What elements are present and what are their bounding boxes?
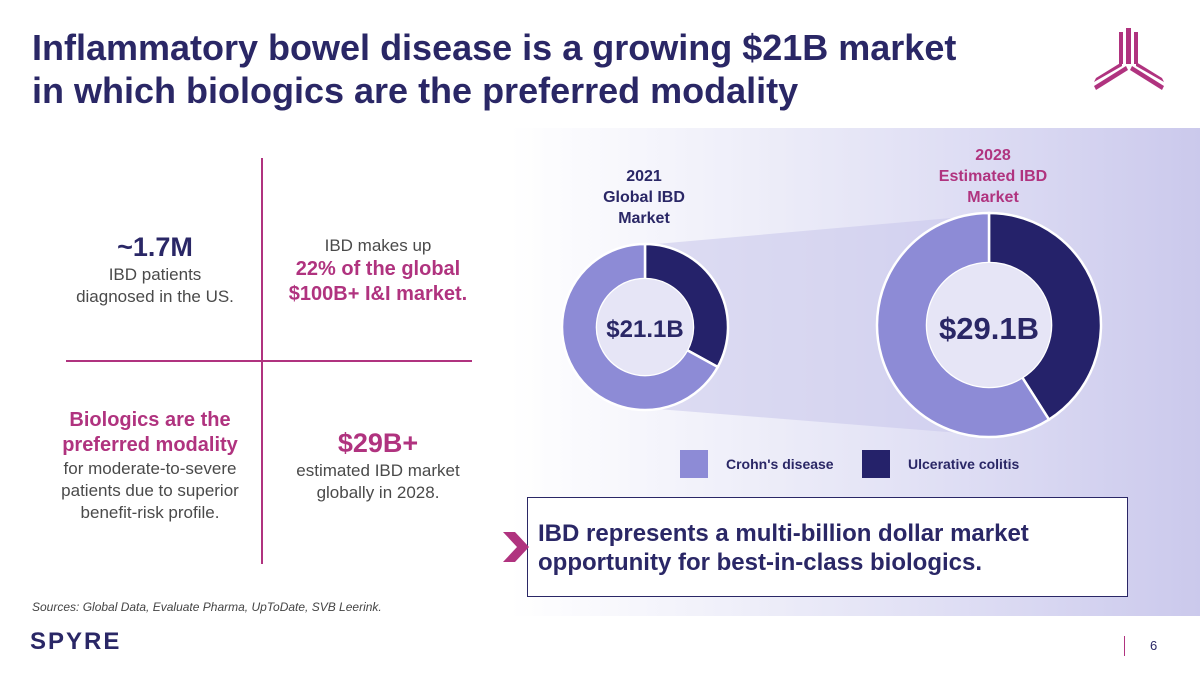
chart-2028-title-line3: Market [967, 189, 1019, 206]
stat-patients: ~1.7M IBD patients diagnosed in the US. [40, 230, 270, 308]
quadrant-divider-horizontal [66, 360, 472, 362]
legend-uc-swatch [862, 450, 890, 478]
chart-2021-title-line2: Global IBD [603, 189, 685, 206]
stat-patients-value: ~1.7M [117, 232, 193, 262]
stat-2028-market-line2: globally in 2028. [316, 483, 440, 502]
stat-biologics-line3: benefit-risk profile. [80, 503, 220, 522]
donut-chart-2028 [875, 211, 1103, 439]
sources-note: Sources: Global Data, Evaluate Pharma, U… [32, 600, 382, 614]
brand-logo: SPYRE [30, 628, 122, 655]
donut-2021-hole [597, 279, 693, 375]
donut-2028-hole [927, 263, 1051, 387]
title-line-2: in which biologics are the preferred mod… [32, 70, 799, 111]
stat-biologics-em1: Biologics are the [69, 409, 231, 431]
stat-2028-market-value: $29B+ [337, 428, 419, 458]
stat-patients-line1: IBD patients [108, 265, 202, 284]
page-title: Inflammatory bowel disease is a growing … [32, 26, 1042, 112]
legend-crohns-label: Crohn's disease [726, 456, 834, 472]
callout-text: IBD represents a multi-billion dollar ma… [538, 519, 1118, 577]
title-line-1: Inflammatory bowel disease is a growing … [32, 27, 957, 68]
chart-2028-title: 2028 Estimated IBD Market [918, 145, 1068, 208]
stat-market-share-em2: $100B+ I&I market. [288, 283, 468, 305]
legend-uc: Ulcerative colitis [862, 450, 1019, 478]
page-number: 6 [1150, 638, 1158, 653]
stat-biologics: Biologics are the preferred modality for… [30, 408, 270, 524]
chart-2028-title-line1: 2028 [975, 147, 1011, 164]
stat-biologics-line1: for moderate-to-severe [63, 459, 237, 478]
legend-crohns-swatch [680, 450, 708, 478]
stat-market-share-em1: 22% of the global [295, 258, 461, 280]
chart-2021-title: 2021 Global IBD Market [580, 166, 708, 229]
company-logo-icon [1094, 28, 1164, 90]
stat-biologics-line2: patients due to superior [61, 481, 239, 500]
stat-biologics-em2: preferred modality [62, 434, 238, 456]
legend-crohns: Crohn's disease [680, 450, 834, 478]
donut-chart-2021 [560, 242, 730, 412]
chart-2021-title-line3: Market [618, 210, 670, 227]
stat-2028-market-line1: estimated IBD market [296, 461, 460, 480]
chart-2021-title-line1: 2021 [626, 168, 662, 185]
stat-market-share: IBD makes up 22% of the global $100B+ I&… [268, 235, 488, 307]
stat-patients-line2: diagnosed in the US. [76, 287, 234, 306]
donut-2028-slice-crohns [875, 211, 1051, 439]
stat-2028-market: $29B+ estimated IBD market globally in 2… [268, 426, 488, 504]
callout-line-1: IBD represents a multi-billion dollar ma… [538, 520, 1029, 547]
legend-uc-label: Ulcerative colitis [908, 456, 1020, 472]
page-number-divider [1124, 636, 1125, 656]
donut-2028-center-label: $29.1B [939, 311, 1039, 346]
stat-market-share-pre: IBD makes up [324, 236, 432, 255]
donut-2021-center-label: $21.1B [606, 316, 683, 343]
callout-box [527, 497, 1128, 597]
chevron-right-icon [503, 532, 529, 562]
callout-line-2: opportunity for best-in-class biologics. [538, 549, 983, 576]
chart-2028-title-line2: Estimated IBD [938, 168, 1048, 185]
